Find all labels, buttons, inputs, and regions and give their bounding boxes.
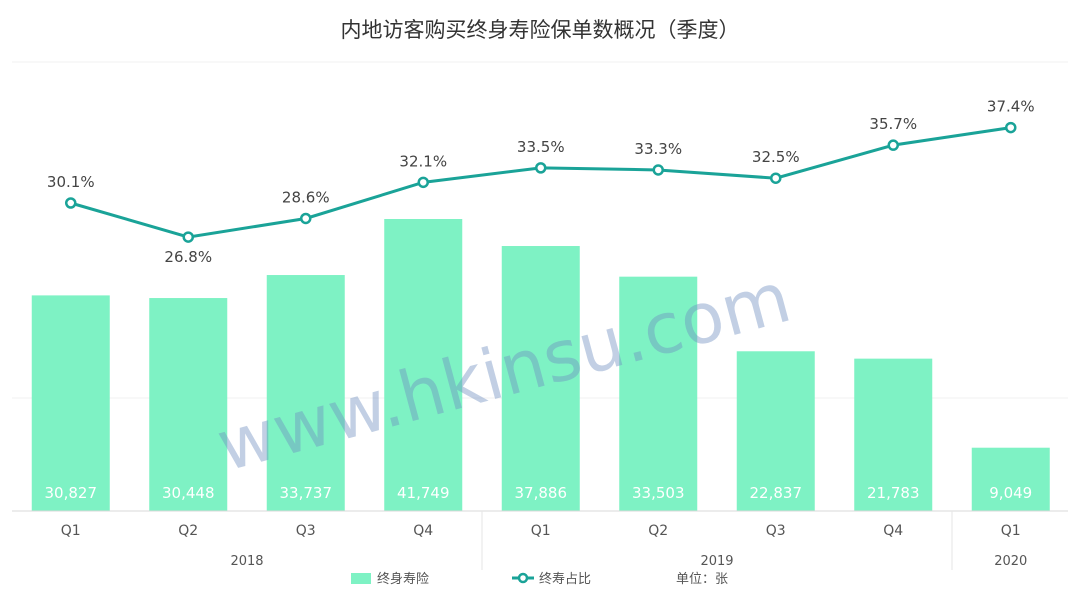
- bar-value-label: 22,837: [750, 484, 803, 502]
- line-value-label: 37.4%: [987, 98, 1035, 116]
- bar: [501, 246, 580, 512]
- line-value-label: 35.7%: [869, 115, 917, 133]
- bar-labels: 30,827 30,448 33,737 41,749 37,886 33,503 22,8…: [45, 484, 1033, 502]
- bar: [31, 295, 110, 511]
- bar-value-label: 33,503: [632, 484, 685, 502]
- x-tick-label: Q3: [766, 523, 786, 539]
- bar: [619, 276, 698, 511]
- x-tick-label: Q3: [296, 523, 316, 539]
- line-series: [65, 121, 1017, 243]
- bar-value-label: 21,783: [867, 484, 920, 502]
- year-label: 2020: [994, 554, 1027, 569]
- line-point: [770, 172, 782, 184]
- line-point: [417, 176, 429, 189]
- line-point: [1005, 121, 1017, 134]
- line-value-label: 28.6%: [282, 188, 330, 206]
- line-point: [652, 164, 664, 176]
- line-value-label: 26.8%: [164, 248, 212, 266]
- chart-title: 内地访客购买终身寿险保单数概况（季度）: [341, 18, 740, 42]
- legend-line-marker: [517, 572, 529, 584]
- line-value-label: 32.5%: [752, 148, 800, 166]
- bar-series: [31, 219, 1050, 512]
- line-value-label: 32.1%: [399, 152, 447, 170]
- line-point: [535, 162, 547, 174]
- legend-bar-swatch: [351, 573, 371, 584]
- legend: 终身寿险 终寿占比 单位：张: [351, 571, 728, 587]
- line-point: [300, 212, 312, 225]
- line-value-label: 33.5%: [517, 138, 565, 156]
- year-label: 2018: [230, 554, 263, 569]
- x-tick-label: Q2: [178, 523, 198, 539]
- unit-note: 单位：张: [676, 572, 728, 587]
- bar-value-label: 9,049: [989, 484, 1032, 502]
- year-dividers: [481, 511, 953, 570]
- bar-value-label: 30,827: [45, 484, 98, 502]
- bar: [736, 351, 815, 511]
- bar: [854, 358, 933, 511]
- x-tick-label: Q2: [648, 523, 668, 539]
- x-tick-label: Q4: [883, 523, 903, 539]
- line-labels: 30.1% 26.8% 28.6% 32.1% 33.5% 33.3% 32.5% 35.7%…: [47, 98, 1035, 266]
- line-point: [65, 197, 77, 209]
- bar-value-label: 33,737: [280, 484, 333, 502]
- legend-line-label: 终寿占比: [539, 571, 591, 587]
- line-value-label: 30.1%: [47, 173, 95, 191]
- x-tick-labels: Q1 Q2 Q3 Q4 Q1 Q2 Q3 Q4 Q1: [61, 523, 1021, 539]
- year-labels: 2018 2019 2020: [230, 554, 1027, 569]
- bar-value-label: 41,749: [397, 484, 450, 502]
- x-tick-label: Q1: [61, 523, 81, 539]
- line-point: [887, 139, 899, 151]
- bar: [149, 298, 228, 511]
- legend-bar-label: 终身寿险: [377, 571, 429, 587]
- line-value-label: 33.3%: [634, 140, 682, 158]
- bar-value-label: 30,448: [162, 484, 215, 502]
- bar: [266, 275, 345, 511]
- bar: [971, 447, 1050, 511]
- x-tick-label: Q4: [413, 523, 433, 539]
- bar: [384, 219, 463, 511]
- x-tick-label: Q1: [1001, 523, 1021, 539]
- year-label: 2019: [700, 554, 733, 569]
- x-tick-label: Q1: [531, 523, 551, 539]
- bar-value-label: 37,886: [515, 484, 568, 502]
- line-point: [182, 231, 194, 243]
